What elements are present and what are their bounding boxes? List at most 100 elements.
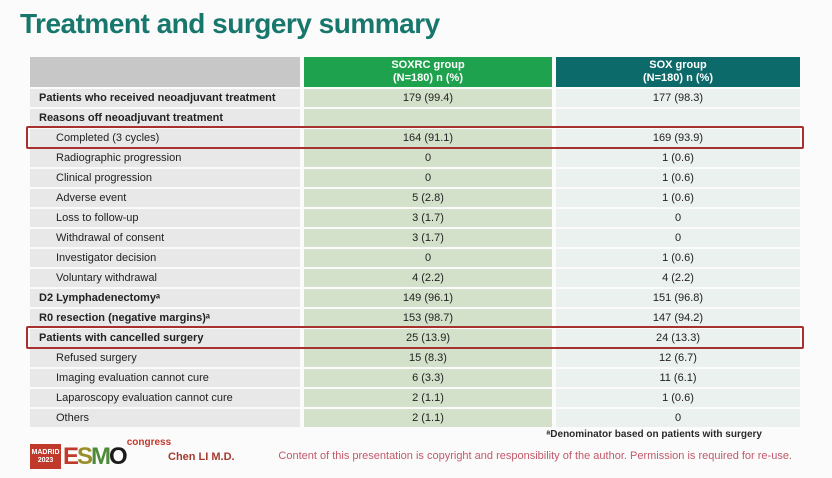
row-label-cell: Others	[30, 409, 300, 427]
table-row: Patients with cancelled surgery 25 (13.9…	[26, 326, 804, 349]
slide-title: Treatment and surgery summary	[20, 8, 440, 39]
soxrc-value-cell: 2 (1.1)	[304, 389, 552, 407]
row-label: Laparoscopy evaluation cannot cure	[56, 392, 233, 404]
soxrc-value-cell: 153 (98.7)	[304, 309, 552, 327]
table-row: Adverse event 5 (2.8) 1 (0.6)	[30, 189, 800, 207]
soxrc-value-cell: 0	[304, 169, 552, 187]
header-empty-cell	[30, 57, 300, 87]
table-row: Imaging evaluation cannot cure 6 (3.3) 1…	[30, 369, 800, 387]
soxrc-value-cell: 0	[304, 149, 552, 167]
sox-value-cell: 0	[556, 209, 800, 227]
presenter-name: Chen LI M.D.	[168, 451, 235, 463]
table-row: R0 resection (negative margins)ᵃ 153 (98…	[30, 309, 800, 327]
row-label-cell: Investigator decision	[30, 249, 300, 267]
row-label-cell: D2 Lymphadenectomyᵃ	[30, 289, 300, 307]
treatment-summary-table: SOXRC group (N=180) n (%) SOX group (N=1…	[26, 57, 804, 429]
row-label: Patients who received neoadjuvant treatm…	[39, 92, 276, 104]
row-label-cell: Patients who received neoadjuvant treatm…	[30, 89, 300, 107]
table-row: Clinical progression 0 1 (0.6)	[30, 169, 800, 187]
row-label-cell: Reasons off neoadjuvant treatment	[30, 109, 300, 127]
sox-value-cell: 177 (98.3)	[556, 89, 800, 107]
row-label: Radiographic progression	[56, 152, 182, 164]
soxrc-header-line1: SOXRC group	[391, 59, 465, 71]
soxrc-value-cell: 6 (3.3)	[304, 369, 552, 387]
row-label: Completed (3 cycles)	[56, 132, 160, 144]
esmo-wordmark: ESMO	[63, 443, 128, 470]
sox-value-cell: 0	[556, 229, 800, 247]
row-label-cell: Adverse event	[30, 189, 300, 207]
row-label-cell: Laparoscopy evaluation cannot cure	[30, 389, 300, 407]
esmo-congress-logo: MADRID 2023 ESMO congress	[30, 437, 171, 470]
madrid-2023-badge: MADRID 2023	[30, 444, 61, 469]
row-label: R0 resection (negative margins)ᵃ	[39, 312, 211, 324]
soxrc-value-cell: 2 (1.1)	[304, 409, 552, 427]
table-footnote: ᵃDenominator based on patients with surg…	[546, 429, 762, 440]
table-row: Voluntary withdrawal 4 (2.2) 4 (2.2)	[30, 269, 800, 287]
row-label-cell: Withdrawal of consent	[30, 229, 300, 247]
sox-value-cell: 11 (6.1)	[556, 369, 800, 387]
row-label-cell: Completed (3 cycles)	[30, 129, 300, 147]
table-header-row: SOXRC group (N=180) n (%) SOX group (N=1…	[30, 57, 800, 87]
soxrc-header-line2: (N=180) n (%)	[393, 72, 463, 84]
soxrc-value-cell: 3 (1.7)	[304, 209, 552, 227]
copyright-notice: Content of this presentation is copyrigh…	[278, 450, 792, 462]
sox-value-cell: 169 (93.9)	[556, 129, 800, 147]
soxrc-value-cell: 15 (8.3)	[304, 349, 552, 367]
row-label: Refused surgery	[56, 352, 137, 364]
table-row: Loss to follow-up 3 (1.7) 0	[30, 209, 800, 227]
sox-value-cell: 24 (13.3)	[556, 329, 800, 347]
sox-value-cell: 4 (2.2)	[556, 269, 800, 287]
table-row: Patients who received neoadjuvant treatm…	[30, 89, 800, 107]
sox-value-cell: 1 (0.6)	[556, 149, 800, 167]
table-row: Reasons off neoadjuvant treatment	[30, 109, 800, 127]
table-row: Withdrawal of consent 3 (1.7) 0	[30, 229, 800, 247]
soxrc-value-cell: 164 (91.1)	[304, 129, 552, 147]
row-label-cell: R0 resection (negative margins)ᵃ	[30, 309, 300, 327]
table-row: Investigator decision 0 1 (0.6)	[30, 249, 800, 267]
row-label-cell: Imaging evaluation cannot cure	[30, 369, 300, 387]
header-soxrc-group: SOXRC group (N=180) n (%)	[304, 57, 552, 87]
row-label-cell: Patients with cancelled surgery	[30, 329, 300, 347]
table-row: Laparoscopy evaluation cannot cure 2 (1.…	[30, 389, 800, 407]
table-row: Completed (3 cycles) 164 (91.1) 169 (93.…	[26, 126, 804, 149]
sox-header-line1: SOX group	[649, 59, 707, 71]
soxrc-value-cell: 4 (2.2)	[304, 269, 552, 287]
soxrc-value-cell	[304, 109, 552, 127]
sox-value-cell	[556, 109, 800, 127]
row-label-cell: Clinical progression	[30, 169, 300, 187]
congress-label: congress	[126, 437, 172, 448]
sox-value-cell: 12 (6.7)	[556, 349, 800, 367]
row-label: Others	[56, 412, 90, 424]
row-label-cell: Refused surgery	[30, 349, 300, 367]
sox-value-cell: 1 (0.6)	[556, 249, 800, 267]
row-label-cell: Radiographic progression	[30, 149, 300, 167]
header-sox-group: SOX group (N=180) n (%)	[556, 57, 800, 87]
soxrc-value-cell: 25 (13.9)	[304, 329, 552, 347]
row-label: Patients with cancelled surgery	[39, 332, 204, 344]
sox-value-cell: 151 (96.8)	[556, 289, 800, 307]
row-label-cell: Loss to follow-up	[30, 209, 300, 227]
table-body: Patients who received neoadjuvant treatm…	[26, 89, 804, 427]
row-label: Clinical progression	[56, 172, 152, 184]
logo-year: 2023	[37, 456, 54, 464]
soxrc-value-cell: 0	[304, 249, 552, 267]
row-label: D2 Lymphadenectomyᵃ	[39, 292, 161, 304]
soxrc-value-cell: 5 (2.8)	[304, 189, 552, 207]
row-label-cell: Voluntary withdrawal	[30, 269, 300, 287]
table-row: Radiographic progression 0 1 (0.6)	[30, 149, 800, 167]
sox-header-line2: (N=180) n (%)	[643, 72, 713, 84]
row-label: Voluntary withdrawal	[56, 272, 157, 284]
table-row: Others 2 (1.1) 0	[30, 409, 800, 427]
sox-value-cell: 1 (0.6)	[556, 169, 800, 187]
logo-venue: MADRID	[31, 448, 60, 456]
row-label: Withdrawal of consent	[56, 232, 165, 244]
soxrc-value-cell: 3 (1.7)	[304, 229, 552, 247]
table-row: Refused surgery 15 (8.3) 12 (6.7)	[30, 349, 800, 367]
row-label: Loss to follow-up	[56, 212, 139, 224]
row-label: Imaging evaluation cannot cure	[56, 372, 209, 384]
soxrc-value-cell: 179 (99.4)	[304, 89, 552, 107]
sox-value-cell: 147 (94.2)	[556, 309, 800, 327]
row-label: Reasons off neoadjuvant treatment	[39, 112, 223, 124]
row-label: Adverse event	[56, 192, 127, 204]
